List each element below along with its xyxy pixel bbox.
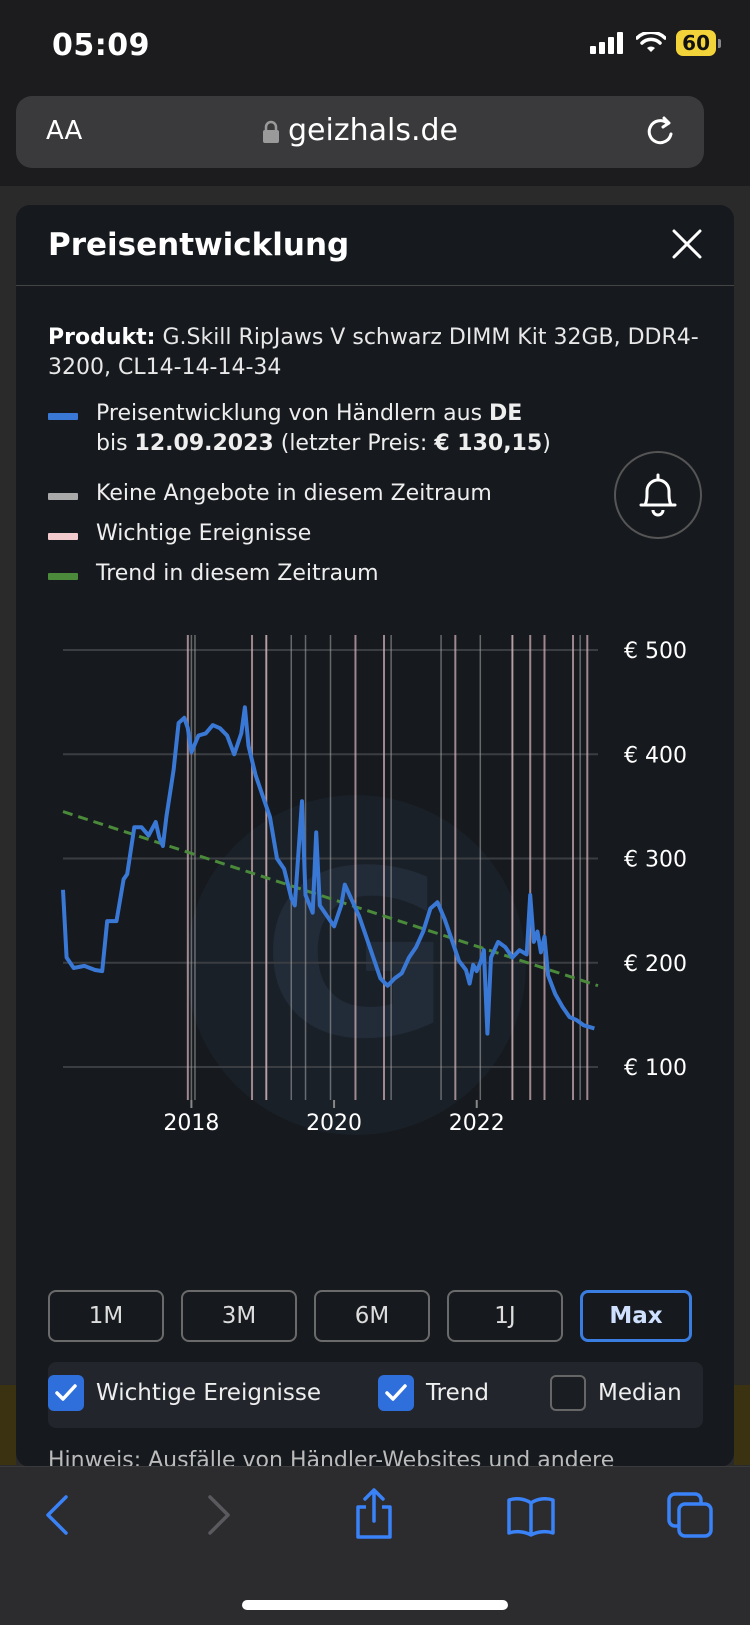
- battery-indicator: 60: [676, 30, 721, 56]
- checkmark-icon: [55, 1384, 77, 1401]
- legend-date: 12.09.2023: [134, 431, 274, 456]
- product-label: Produkt:: [48, 325, 156, 350]
- legend-label-no-offers: Keine Angebote in diesem Zeitraum: [96, 481, 492, 506]
- legend-label-price: Preisentwicklung von Händlern aus DE bis…: [96, 399, 551, 459]
- status-icons: 60: [590, 30, 721, 56]
- domain-text: geizhals.de: [288, 113, 458, 148]
- trend-checkbox[interactable]: [378, 1375, 414, 1411]
- range-button-3m[interactable]: 3M: [181, 1290, 297, 1342]
- bookmarks-icon[interactable]: [506, 1495, 556, 1537]
- home-indicator: [242, 1600, 508, 1610]
- x-tick-label: 2020: [306, 1111, 362, 1136]
- browser-toolbar: [0, 1466, 750, 1625]
- product-info: Produkt: G.Skill RipJaws V schwarz DIMM …: [48, 323, 708, 383]
- x-tick-label: 2018: [163, 1111, 219, 1136]
- y-tick-label: € 300: [624, 848, 687, 873]
- reload-icon[interactable]: [644, 114, 678, 150]
- option-events[interactable]: Wichtige Ereignisse: [48, 1375, 321, 1411]
- y-tick-label: € 400: [624, 743, 687, 768]
- wifi-icon: [636, 32, 667, 52]
- legend-paren-close: ): [542, 431, 551, 456]
- legend-label-trend: Trend in diesem Zeitraum: [96, 561, 379, 586]
- lock-icon: [263, 120, 279, 143]
- events-label: Wichtige Ereignisse: [96, 1380, 322, 1406]
- y-tick-label: € 200: [624, 952, 687, 977]
- y-tick-label: € 100: [624, 1056, 687, 1081]
- x-tick-label: 2022: [449, 1111, 505, 1136]
- range-button-6m[interactable]: 6M: [314, 1290, 430, 1342]
- range-button-1m[interactable]: 1M: [48, 1290, 164, 1342]
- url-bar[interactable]: AA geizhals.de: [16, 96, 704, 168]
- clock: 05:09: [52, 28, 150, 63]
- hint-text: Hinweis: Ausfälle von Händler-Websites u…: [48, 1448, 615, 1467]
- page-edge-left: [0, 1385, 16, 1465]
- price-history-modal: Preisentwicklung Produkt: G.Skill RipJaw…: [16, 205, 734, 1467]
- back-icon[interactable]: [42, 1493, 72, 1537]
- modal-title: Preisentwicklung: [48, 227, 350, 263]
- price-alert-button[interactable]: [614, 451, 702, 539]
- legend-last-price: € 130,15: [434, 431, 543, 456]
- share-icon[interactable]: [352, 1487, 396, 1541]
- price-series-line: [61, 705, 595, 1036]
- bell-icon: [639, 473, 677, 517]
- chart-options: Wichtige Ereignisse Trend Median: [48, 1362, 703, 1428]
- range-button-1y[interactable]: 1J: [447, 1290, 563, 1342]
- legend-swatch-trend: [48, 573, 78, 580]
- trend-label: Trend: [426, 1380, 489, 1406]
- text-size-label: AA: [46, 116, 83, 146]
- legend-label-events: Wichtige Ereignisse: [96, 521, 312, 546]
- range-selector: 1M 3M 6M 1J Max: [48, 1290, 692, 1342]
- product-name: G.Skill RipJaws V schwarz DIMM Kit 32GB,…: [48, 325, 699, 380]
- text-size-button[interactable]: AA: [46, 116, 82, 146]
- price-chart: G € 500€ 400€ 300€ 200€ 100 2018 2020 2022: [61, 635, 687, 1136]
- legend-last-price-label: (letzter Preis:: [280, 431, 428, 456]
- close-icon[interactable]: [670, 227, 704, 261]
- range-button-max[interactable]: Max: [580, 1290, 692, 1342]
- legend-swatch-no-offers: [48, 493, 78, 500]
- legend-swatch-events: [48, 533, 78, 540]
- median-checkbox[interactable]: [550, 1375, 586, 1411]
- modal-header: Preisentwicklung: [16, 205, 734, 286]
- option-trend[interactable]: Trend: [378, 1375, 489, 1411]
- status-bar: 05:09 60: [0, 0, 750, 90]
- legend-swatch-price: [48, 413, 78, 420]
- legend-price-prefix: Preisentwicklung von Händlern aus: [96, 401, 483, 426]
- checkmark-icon: [385, 1384, 407, 1401]
- signal-icon: [590, 32, 624, 54]
- option-median[interactable]: Median: [550, 1375, 682, 1411]
- y-tick-label: € 500: [624, 639, 687, 664]
- page-edge-right: [734, 1385, 750, 1465]
- events-checkbox[interactable]: [48, 1375, 84, 1411]
- trend-line: [62, 810, 599, 988]
- median-label: Median: [598, 1380, 682, 1406]
- address-field[interactable]: geizhals.de: [16, 113, 704, 148]
- legend-date-prefix: bis: [96, 431, 128, 456]
- legend-country: DE: [489, 401, 523, 426]
- tabs-icon[interactable]: [666, 1491, 714, 1539]
- forward-icon[interactable]: [204, 1493, 234, 1537]
